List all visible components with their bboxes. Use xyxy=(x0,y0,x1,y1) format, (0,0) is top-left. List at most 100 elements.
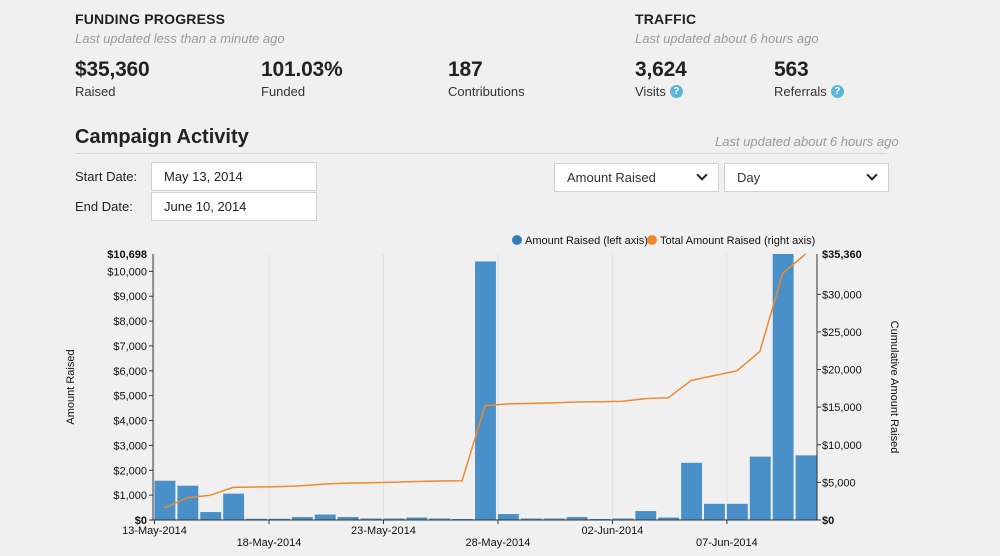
chart-bars xyxy=(154,254,817,520)
legend-label: Amount Raised (left axis) xyxy=(525,235,648,247)
contributions-label: Contributions xyxy=(448,84,525,99)
chevron-down-icon xyxy=(866,169,878,181)
y-tick-label: $2,000 xyxy=(113,465,147,477)
y2-max-label: $35,360 xyxy=(822,249,862,261)
bar xyxy=(360,518,382,520)
legend-marker xyxy=(512,235,522,245)
funded-value: 101.03% xyxy=(261,58,343,81)
interval-select-value: Day xyxy=(737,170,761,185)
y-tick-label: $8,000 xyxy=(113,316,147,328)
bar xyxy=(497,514,519,520)
bar xyxy=(154,480,176,520)
y-axis-title: Amount Raised xyxy=(65,349,77,424)
y2-tick-label: $5,000 xyxy=(822,477,856,489)
cumulative-line xyxy=(164,253,807,509)
bar xyxy=(520,518,542,520)
referrals-value: 563 xyxy=(774,58,809,81)
legend-marker xyxy=(647,235,657,245)
bar xyxy=(406,517,428,520)
bar xyxy=(726,503,748,520)
funding-updated: Last updated less than a minute ago xyxy=(75,31,285,46)
visits-help-icon[interactable]: ? xyxy=(669,85,683,98)
traffic-title: TRAFFIC xyxy=(635,11,697,27)
y2-axis-title: Cumulative Amount Raised xyxy=(888,321,900,454)
end-date-input[interactable] xyxy=(151,192,317,221)
bar xyxy=(246,518,267,520)
funded-label-text: Funded xyxy=(261,84,306,99)
contributions-label-text: Contributions xyxy=(448,84,525,99)
y-tick-label: $7,000 xyxy=(113,341,147,353)
bar xyxy=(543,518,565,520)
y2-tick-label: $0 xyxy=(822,515,834,527)
chart-grid xyxy=(154,254,728,520)
y2-tick-label: $20,000 xyxy=(822,365,862,377)
y2-tick-label: $30,000 xyxy=(822,289,862,301)
activity-updated: Last updated about 6 hours ago xyxy=(715,134,899,149)
y-tick-label: $3,000 xyxy=(113,440,147,452)
y2-tick-label: $15,000 xyxy=(822,402,862,414)
bar xyxy=(291,517,313,520)
bar xyxy=(749,456,771,520)
campaign-activity-title: Campaign Activity xyxy=(75,126,249,148)
raised-label-text: Raised xyxy=(75,84,116,99)
chart-legend: Amount Raised (left axis) Total Amount Ra… xyxy=(512,235,815,247)
chart-axes: $0 $1,000 $2,000 $3,000 $4,000 $5,000 $6,000 $7… xyxy=(65,249,900,549)
bar xyxy=(337,517,359,520)
funded-label: Funded xyxy=(261,84,305,99)
bar xyxy=(704,503,725,520)
y-tick-label: $0 xyxy=(135,515,147,527)
bar xyxy=(658,517,680,520)
interval-select[interactable]: Day xyxy=(724,163,889,192)
x-tick-label: 02-Jun-2014 xyxy=(582,525,644,537)
chevron-down-icon xyxy=(696,169,708,181)
bar xyxy=(223,493,245,520)
bar xyxy=(383,518,405,520)
bar xyxy=(268,518,290,520)
y-tick-label: $1,000 xyxy=(113,490,147,502)
metric-select[interactable]: Amount Raised xyxy=(554,163,719,192)
referrals-help-icon[interactable]: ? xyxy=(830,85,844,98)
bar xyxy=(475,261,496,520)
x-tick-label: 13-May-2014 xyxy=(122,525,187,537)
x-tick-label: 23-May-2014 xyxy=(351,525,416,537)
referrals-label: Referrals ? xyxy=(774,84,844,99)
y-tick-label: $5,000 xyxy=(113,391,147,403)
metric-select-value: Amount Raised xyxy=(567,170,656,185)
bar xyxy=(612,518,634,520)
contributions-value: 187 xyxy=(448,58,483,81)
y-max-label: $10,698 xyxy=(107,249,147,261)
bar xyxy=(314,514,336,520)
referrals-label-text: Referrals xyxy=(774,84,827,99)
legend-label: Total Amount Raised (right axis) xyxy=(660,235,815,247)
bar xyxy=(795,455,817,520)
campaign-activity-chart: $0 $1,000 $2,000 $3,000 $4,000 $5,000 $6,000 $7… xyxy=(65,235,900,549)
y-tick-label: $9,000 xyxy=(113,291,147,303)
y-tick-label: $4,000 xyxy=(113,416,147,428)
bar xyxy=(635,511,657,520)
y-tick-label: $10,000 xyxy=(107,266,147,278)
start-date-input[interactable] xyxy=(151,162,317,191)
raised-value: $35,360 xyxy=(75,58,150,81)
bar xyxy=(772,254,794,520)
bar xyxy=(681,462,703,520)
y2-tick-label: $25,000 xyxy=(822,327,862,339)
x-tick-label: 18-May-2014 xyxy=(237,537,302,549)
chart-cumulative-line xyxy=(164,253,807,509)
bar xyxy=(177,485,199,520)
funding-title: FUNDING PROGRESS xyxy=(75,11,226,27)
x-tick-label: 28-May-2014 xyxy=(466,537,531,549)
bar xyxy=(566,517,588,520)
y-tick-label: $6,000 xyxy=(113,366,147,378)
visits-label: Visits ? xyxy=(635,84,683,99)
visits-label-text: Visits xyxy=(635,84,666,99)
end-date-label: End Date: xyxy=(75,199,133,214)
start-date-label: Start Date: xyxy=(75,169,138,184)
y2-tick-label: $10,000 xyxy=(822,440,862,452)
raised-label: Raised xyxy=(75,84,115,99)
x-tick-label: 07-Jun-2014 xyxy=(696,537,758,549)
section-divider xyxy=(75,153,887,154)
bar xyxy=(429,518,451,520)
visits-value: 3,624 xyxy=(635,58,687,81)
traffic-updated: Last updated about 6 hours ago xyxy=(635,31,819,46)
bar xyxy=(200,512,222,520)
